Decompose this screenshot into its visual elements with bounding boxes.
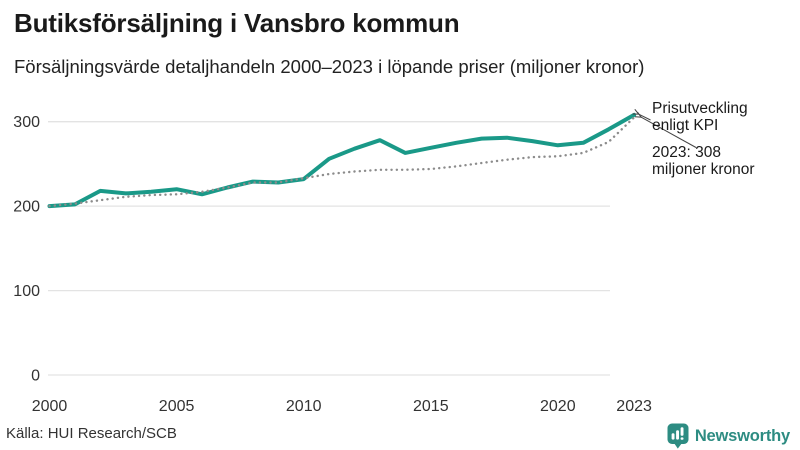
x-tick-label-2000: 2000 <box>32 398 68 415</box>
data-series <box>47 112 637 209</box>
bar-chart-speech-bubble-icon <box>667 423 689 449</box>
annotation-kpi-label: Prisutveckling enligt KPI <box>652 100 748 135</box>
source-credit: Källa: HUI Research/SCB <box>6 425 177 442</box>
x-tick-label-2005: 2005 <box>159 398 195 415</box>
axis-labels: 0 100 200 300 2000 2005 2010 2015 2020 2023 <box>13 114 652 415</box>
series-line-main <box>47 112 637 209</box>
annotation-arrows <box>638 114 697 148</box>
arrow-to-main-line <box>641 117 697 148</box>
annotation-2023-value: 2023: 308 miljoner kronor <box>652 144 755 179</box>
x-tick-label-2015: 2015 <box>413 398 449 415</box>
x-tick-label-2010: 2010 <box>286 398 322 415</box>
y-tick-label-200: 200 <box>13 199 40 216</box>
newsworthy-logo: Newsworthy <box>667 423 790 449</box>
page-title: Butiksförsäljning i Vansbro kommun <box>14 8 460 38</box>
y-tick-label-100: 100 <box>13 283 40 300</box>
y-tick-label-300: 300 <box>13 114 40 131</box>
y-tick-label-0: 0 <box>31 368 40 385</box>
brand-wordmark: Newsworthy <box>694 426 790 445</box>
x-tick-label-2023: 2023 <box>616 398 652 415</box>
chart-subtitle: Försäljningsvärde detaljhandeln 2000–202… <box>14 56 645 77</box>
x-tick-label-2020: 2020 <box>540 398 576 415</box>
gridlines <box>48 121 610 376</box>
